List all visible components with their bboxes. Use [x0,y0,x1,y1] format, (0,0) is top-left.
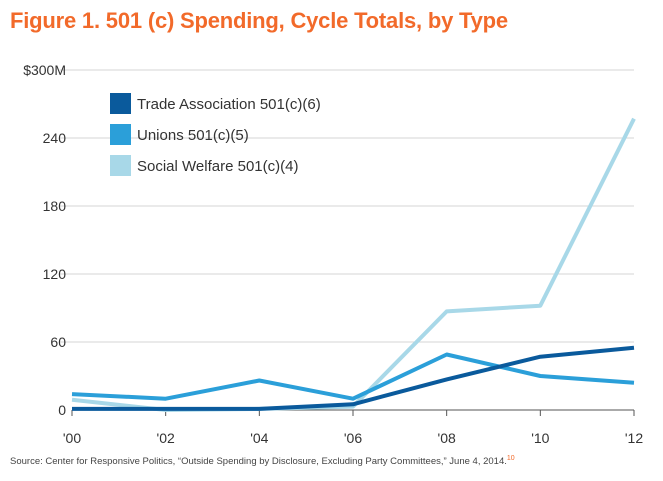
legend-swatch [110,155,131,176]
x-tick-label: '10 [531,430,549,446]
legend-label: Unions 501(c)(5) [137,127,249,144]
y-tick-label: 240 [43,130,67,146]
source-footnote: 10 [506,455,515,462]
y-tick-label: 0 [58,402,66,418]
series-line-trade-association-501-c-6 [72,345,635,411]
source-note: Source: Center for Responsive Politics, … [10,455,515,467]
y-tick-label: 120 [43,266,67,282]
legend-label: Social Welfare 501(c)(4) [137,158,298,175]
legend-swatch [110,93,131,114]
source-text: Source: Center for Responsive Politics, … [10,456,507,468]
x-tick-label: '06 [344,430,362,446]
x-tick-label: '08 [438,430,456,446]
x-tick-label: '02 [157,430,175,446]
x-tick-label: '00 [63,430,81,446]
legend-swatch [110,124,131,145]
series-line-unions-501-c-5 [71,352,635,401]
y-tick-label: 60 [50,334,66,350]
y-tick-label: $300M [23,62,66,78]
figure-title: Figure 1. 501 (c) Spending, Cycle Totals… [10,8,508,33]
x-tick-label: '04 [250,430,268,446]
legend-label: Trade Association 501(c)(6) [137,96,321,113]
y-tick-label: 180 [43,198,67,214]
x-tick-label: '12 [625,430,643,446]
